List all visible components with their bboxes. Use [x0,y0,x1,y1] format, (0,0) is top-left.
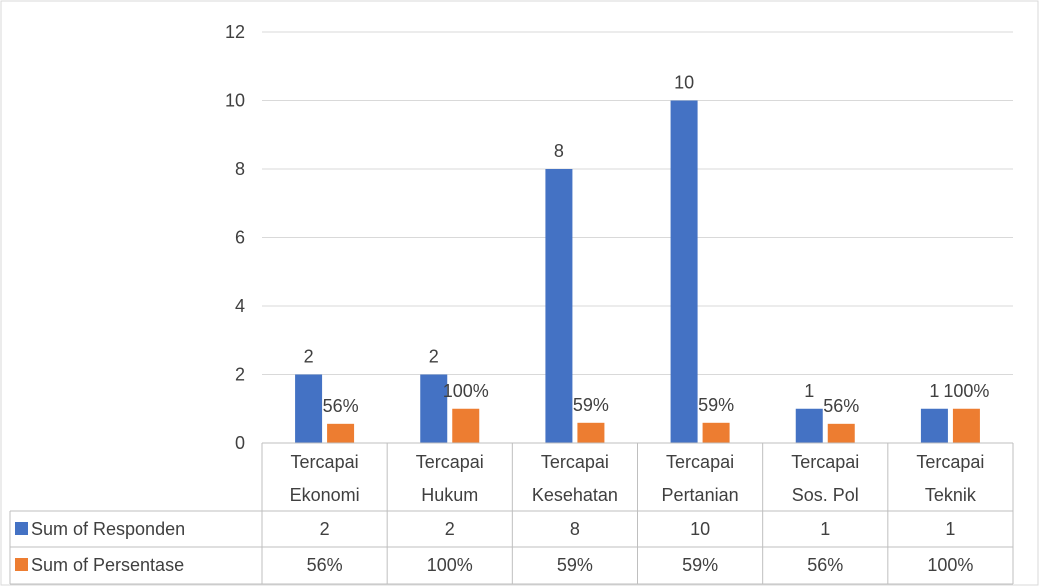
category-label: Tercapai [666,452,734,472]
bar-persentase [327,423,355,443]
data-label-persentase: 56% [823,396,859,416]
bar-persentase [577,422,605,443]
table-cell-value: 2 [320,519,330,539]
table-cell-value: 56% [807,555,843,575]
table-cell-value: 1 [820,519,830,539]
category-label: Teknik [925,485,977,505]
data-label-persentase: 100% [443,381,489,401]
data-table: Tercapai Ekonomi Tercapai Hukum Tercapai Kese… [9,442,1014,585]
data-label-responden: 8 [554,141,564,161]
data-label-responden: 1 [804,381,814,401]
table-cell-value: 56% [307,555,343,575]
data-label-persentase: 56% [323,396,359,416]
table-cell-value: 2 [445,519,455,539]
category-label: Tercapai [541,452,609,472]
bar-responden [670,100,698,443]
legend-series-name: Sum of Persentase [31,555,184,575]
table-cell-value: 100% [427,555,473,575]
category-label: Ekonomi [290,485,360,505]
data-label-persentase: 59% [573,395,609,415]
y-tick-label: 8 [235,159,245,179]
data-label-responden: 2 [429,347,439,367]
category-label: Tercapai [791,452,859,472]
table-cell-value: 100% [927,555,973,575]
y-tick-label: 12 [225,22,245,42]
table-cell-value: 59% [557,555,593,575]
category-label: Pertanian [662,485,739,505]
category-label: Hukum [421,485,478,505]
y-tick-label: 4 [235,296,245,316]
legend-key [15,558,28,571]
legend-series-name: Sum of Responden [31,519,185,539]
bar-responden [295,374,323,443]
category-label: Kesehatan [532,485,618,505]
bar-responden [920,408,948,443]
bar-responden [420,374,448,443]
bar-persentase [952,408,980,443]
category-label: Sos. Pol [792,485,859,505]
table-cell-value: 8 [570,519,580,539]
category-label: Tercapai [416,452,484,472]
category-label: Tercapai [916,452,984,472]
bar-responden [545,169,573,443]
bar-persentase [827,423,855,443]
y-tick-label: 6 [235,228,245,248]
y-tick-label: 0 [235,433,245,453]
bar-responden [795,408,823,443]
bars [295,100,980,443]
data-label-responden: 1 [929,381,939,401]
category-label: Tercapai [291,452,359,472]
table-cell-value: 10 [690,519,710,539]
legend-key [15,522,28,535]
gridlines [262,31,1013,375]
y-axis: 0 2 4 6 8 10 12 [225,22,245,453]
data-label-persentase: 59% [698,395,734,415]
y-tick-label: 10 [225,91,245,111]
bar-persentase [452,408,480,443]
y-tick-label: 2 [235,365,245,385]
data-label-persentase: 100% [943,381,989,401]
data-label-responden: 2 [304,347,314,367]
table-cell-value: 59% [682,555,718,575]
bar-persentase [702,422,730,443]
table-cell-value: 1 [945,519,955,539]
data-label-responden: 10 [674,73,694,93]
